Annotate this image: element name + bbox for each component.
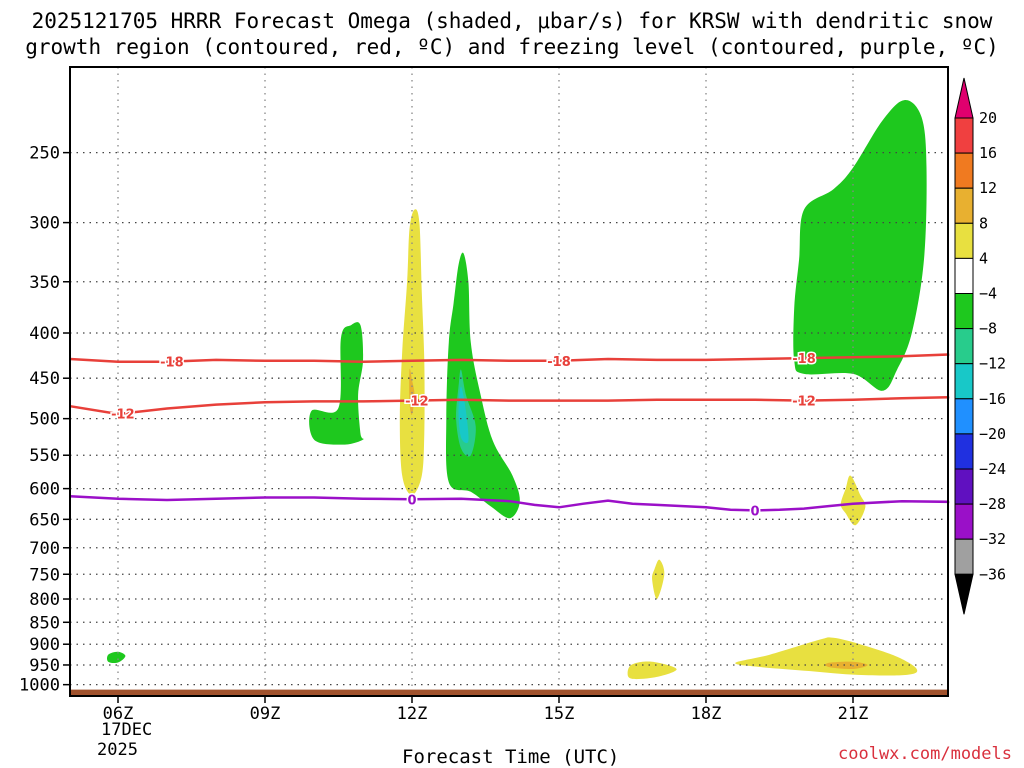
ground-fill (70, 689, 948, 696)
colorbar-swatch (954, 538, 974, 575)
y-tick-label: 300 (29, 214, 60, 234)
colorbar-label: −12 (979, 355, 1006, 373)
chart-title-line2: growth region (contoured, red, ºC) and f… (25, 35, 999, 59)
colorbar-swatch (954, 187, 974, 224)
date-label-year: 2025 (97, 740, 138, 760)
omega-region-7 (793, 100, 927, 391)
plot-frame (69, 66, 949, 697)
x-tick-label: 06Z (103, 704, 134, 724)
colorbar-swatch (954, 433, 974, 470)
y-tick-label: 600 (29, 480, 60, 500)
x-tick-label: 21Z (838, 704, 869, 724)
colorbar-top-arrow (954, 77, 974, 119)
y-tick-label: 500 (29, 410, 60, 430)
colorbar-label: 16 (979, 144, 997, 162)
colorbar-label: −4 (979, 285, 997, 303)
contour-label: -12 (792, 395, 816, 410)
colorbar-swatch (954, 328, 974, 365)
x-tick-label: 15Z (544, 704, 575, 724)
colorbar-swatch (954, 293, 974, 330)
x-axis-label: Forecast Time (UTC) (402, 746, 620, 768)
omega-region-8 (840, 475, 866, 526)
contour-dgz-minus12 (69, 396, 950, 416)
contour-label: -18 (160, 355, 184, 370)
y-tick-label: 1000 (19, 676, 60, 696)
y-tick-label: 750 (29, 565, 60, 585)
x-tick-label: 12Z (397, 704, 428, 724)
y-tick-label: 550 (29, 446, 60, 466)
colorbar-label: −32 (979, 530, 1006, 548)
colorbar-swatch (954, 152, 974, 189)
omega-region-2 (399, 209, 425, 495)
omega-shading (107, 100, 927, 680)
colorbar-swatch (954, 398, 974, 435)
grid-lines (70, 67, 948, 696)
colorbar-label: −16 (979, 390, 1006, 408)
y-tick-label: 350 (29, 273, 60, 293)
omega-region-13 (825, 661, 868, 670)
colorbar-label: −28 (979, 495, 1006, 513)
colorbar-swatch (954, 257, 974, 294)
contour-label: -18 (547, 355, 571, 370)
colorbar-label: 4 (979, 249, 988, 267)
y-tick-label: 250 (29, 144, 60, 164)
colorbar-label: −36 (979, 565, 1006, 583)
colorbar-label: 12 (979, 179, 997, 197)
y-tick-label: 850 (29, 613, 60, 633)
colorbar-label: 8 (979, 214, 988, 232)
chart-title-line1: 2025121705 HRRR Forecast Omega (shaded, … (31, 9, 993, 33)
colorbar-label: −8 (979, 320, 997, 338)
colorbar-swatch (954, 222, 974, 259)
contour-freezing-level (69, 494, 950, 512)
colorbar-swatch (954, 503, 974, 540)
colorbar: 20 16 12 8 4 −4 −8 −12 −16 −20 −24 −28 −32 −36 (954, 77, 1006, 615)
y-tick-label: 950 (29, 656, 60, 676)
colorbar-swatch (954, 468, 974, 505)
x-tick-label: 09Z (250, 704, 281, 724)
y-tick-label: 900 (29, 635, 60, 655)
colorbar-bottom-arrow (954, 573, 974, 615)
omega-region-4 (445, 252, 520, 519)
colorbar-swatch (954, 363, 974, 400)
time-axis: 06Z 09Z 12Z 15Z 18Z 21Z (103, 696, 869, 724)
y-tick-label: 700 (29, 539, 60, 559)
contour-label: -12 (111, 407, 135, 422)
contour-dgz-minus18 (69, 353, 950, 363)
colorbar-swatch (954, 117, 974, 154)
omega-region-10 (107, 651, 126, 664)
y-tick-label: 450 (29, 369, 60, 389)
y-tick-label: 800 (29, 590, 60, 610)
omega-region-3 (409, 368, 415, 415)
y-tick-label: 650 (29, 510, 60, 530)
contour-label: 0 (407, 493, 416, 508)
ground-surface (70, 689, 948, 696)
x-tick-label: 18Z (691, 704, 722, 724)
omega-region-9 (652, 559, 665, 600)
contour-label: -18 (792, 352, 816, 367)
contour-label: 0 (750, 504, 759, 519)
contour-label: -12 (405, 394, 429, 409)
date-label-day: 17DEC (101, 720, 153, 740)
omega-region-12 (735, 637, 918, 676)
pressure-axis: 2503003504004505005506006507007508008509… (19, 144, 70, 696)
colorbar-label: −24 (979, 460, 1006, 478)
temperature-contours: -18 -18 -18 -12 -12 -12 0 0 (69, 351, 950, 521)
omega-region-1 (309, 322, 364, 445)
colorbar-label: −20 (979, 425, 1006, 443)
y-tick-label: 400 (29, 324, 60, 344)
colorbar-label: 20 (979, 109, 997, 127)
omega-region-11 (627, 661, 677, 680)
credit-link[interactable]: coolwx.com/models (838, 744, 1012, 764)
